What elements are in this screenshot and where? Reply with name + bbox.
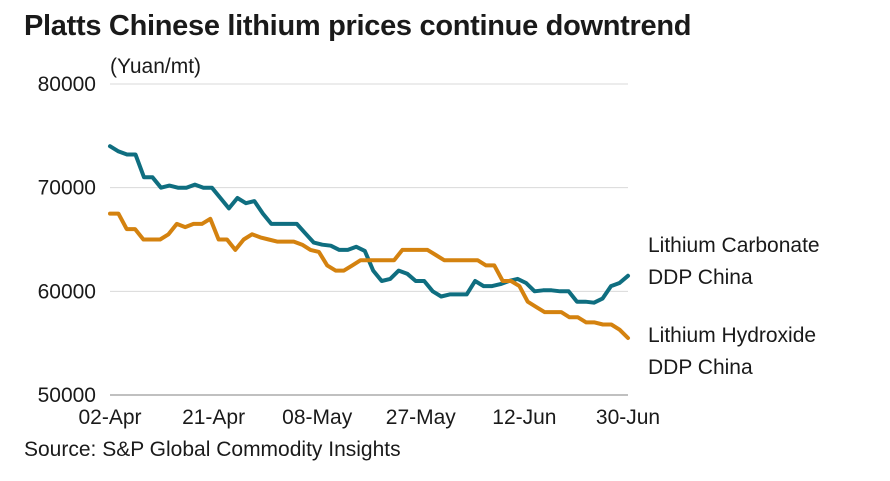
series-lines bbox=[108, 144, 630, 340]
x-tick-label: 21-Apr bbox=[182, 406, 245, 429]
series-line-lithium-hydroxide bbox=[108, 211, 630, 340]
x-tick-label: 12-Jun bbox=[492, 406, 556, 429]
y-tick-label: 50000 bbox=[38, 384, 96, 407]
legend-lithium-carbonate: Lithium Carbonate DDP China bbox=[648, 230, 820, 294]
legend-hydroxide-line2: DDP China bbox=[648, 356, 753, 379]
legend-lithium-hydroxide: Lithium Hydroxide DDP China bbox=[648, 320, 816, 384]
x-tick-label: 08-May bbox=[282, 406, 353, 429]
axis-ticks: 50000 60000 70000 80000 02-Apr 21-Apr 08-May 27… bbox=[38, 73, 661, 429]
source-note: Source: S&P Global Commodity Insights bbox=[24, 438, 401, 461]
chart-title: Platts Chinese lithium prices continue d… bbox=[24, 10, 692, 42]
gridlines bbox=[110, 83, 628, 396]
y-tick-label: 80000 bbox=[38, 73, 96, 96]
y-axis-unit-label: (Yuan/mt) bbox=[110, 55, 202, 78]
y-tick-label: 60000 bbox=[38, 280, 96, 303]
x-tick-label: 30-Jun bbox=[596, 406, 660, 429]
legend-hydroxide-line1: Lithium Hydroxide bbox=[648, 324, 817, 347]
x-tick-label: 02-Apr bbox=[78, 406, 141, 429]
legend-carbonate-line2: DDP China bbox=[648, 266, 753, 289]
legend-carbonate-line1: Lithium Carbonate bbox=[648, 234, 820, 257]
x-tick-label: 27-May bbox=[386, 406, 457, 429]
y-tick-label: 70000 bbox=[38, 177, 96, 200]
